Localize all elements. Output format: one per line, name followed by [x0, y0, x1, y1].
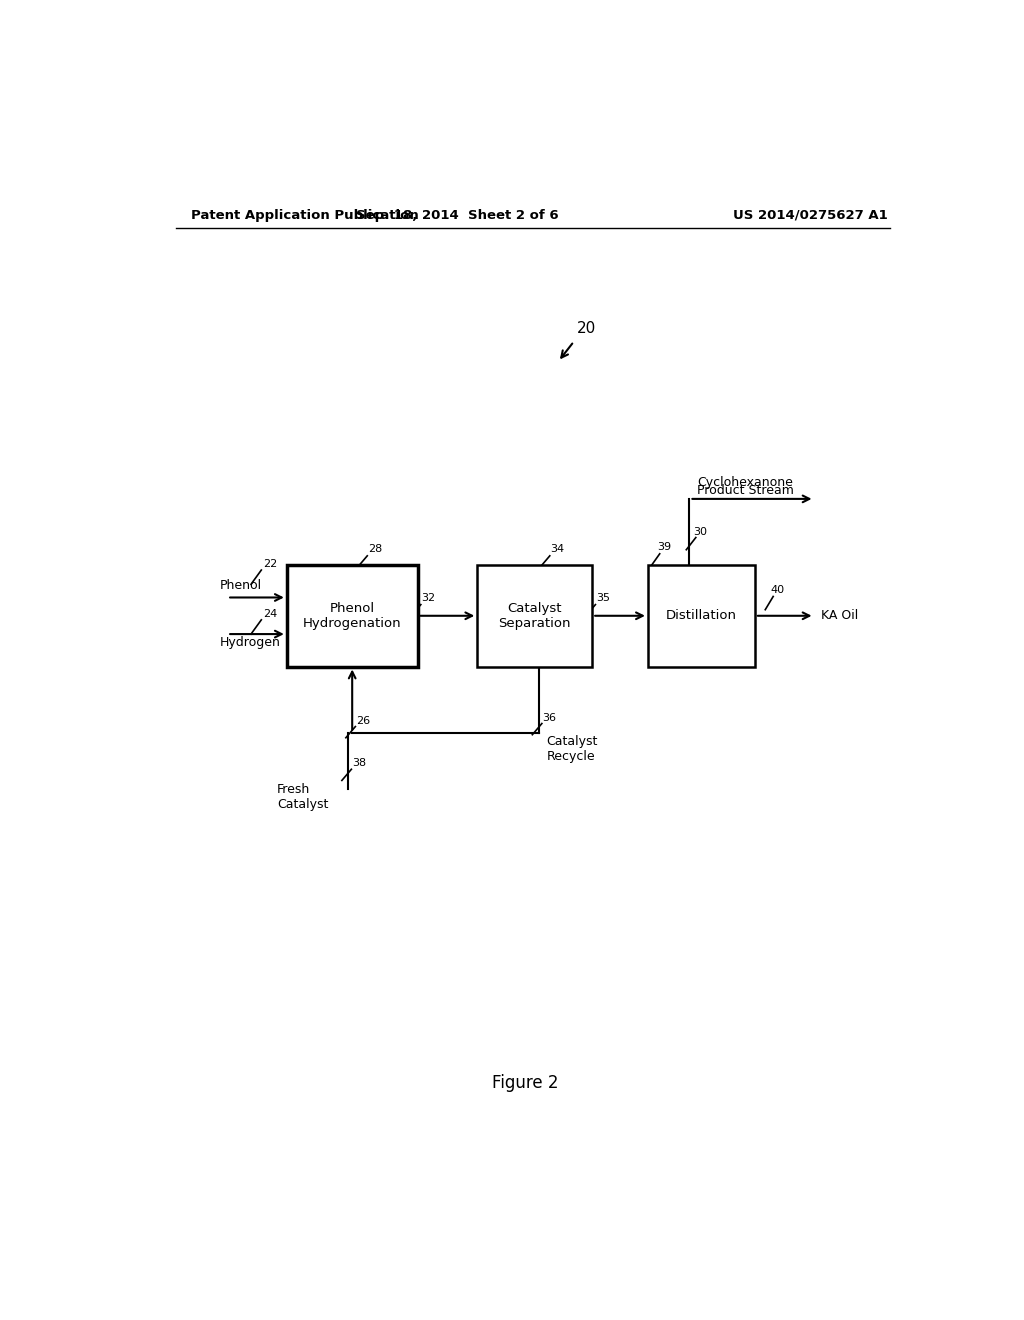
Text: 20: 20 — [577, 321, 596, 337]
Text: 32: 32 — [422, 593, 436, 602]
Bar — [477, 565, 592, 667]
Text: Patent Application Publication: Patent Application Publication — [191, 209, 419, 222]
Text: 24: 24 — [263, 609, 278, 619]
Text: Fresh
Catalyst: Fresh Catalyst — [276, 784, 328, 812]
Text: Product Stream: Product Stream — [697, 484, 795, 496]
Text: 38: 38 — [352, 758, 367, 768]
Text: 34: 34 — [551, 544, 564, 554]
Text: 30: 30 — [693, 527, 708, 536]
Bar — [287, 565, 418, 667]
Text: Distillation: Distillation — [666, 610, 737, 622]
Text: Phenol: Phenol — [219, 579, 261, 593]
Text: 40: 40 — [771, 586, 785, 595]
Text: 35: 35 — [596, 593, 610, 602]
Text: Phenol
Hydrogenation: Phenol Hydrogenation — [303, 602, 401, 630]
Text: US 2014/0275627 A1: US 2014/0275627 A1 — [733, 209, 888, 222]
Text: Figure 2: Figure 2 — [492, 1074, 558, 1093]
Text: Catalyst
Separation: Catalyst Separation — [499, 602, 571, 630]
Text: Sep. 18, 2014  Sheet 2 of 6: Sep. 18, 2014 Sheet 2 of 6 — [356, 209, 559, 222]
Text: 36: 36 — [543, 713, 557, 722]
Text: Hydrogen: Hydrogen — [219, 636, 281, 649]
Text: KA Oil: KA Oil — [821, 610, 858, 622]
Text: 39: 39 — [657, 541, 672, 552]
Text: Cyclohexanone: Cyclohexanone — [697, 475, 794, 488]
Text: 22: 22 — [263, 560, 278, 569]
Text: 26: 26 — [356, 715, 371, 726]
Bar — [648, 565, 755, 667]
Text: Catalyst
Recycle: Catalyst Recycle — [547, 735, 598, 763]
Text: 28: 28 — [368, 544, 382, 554]
